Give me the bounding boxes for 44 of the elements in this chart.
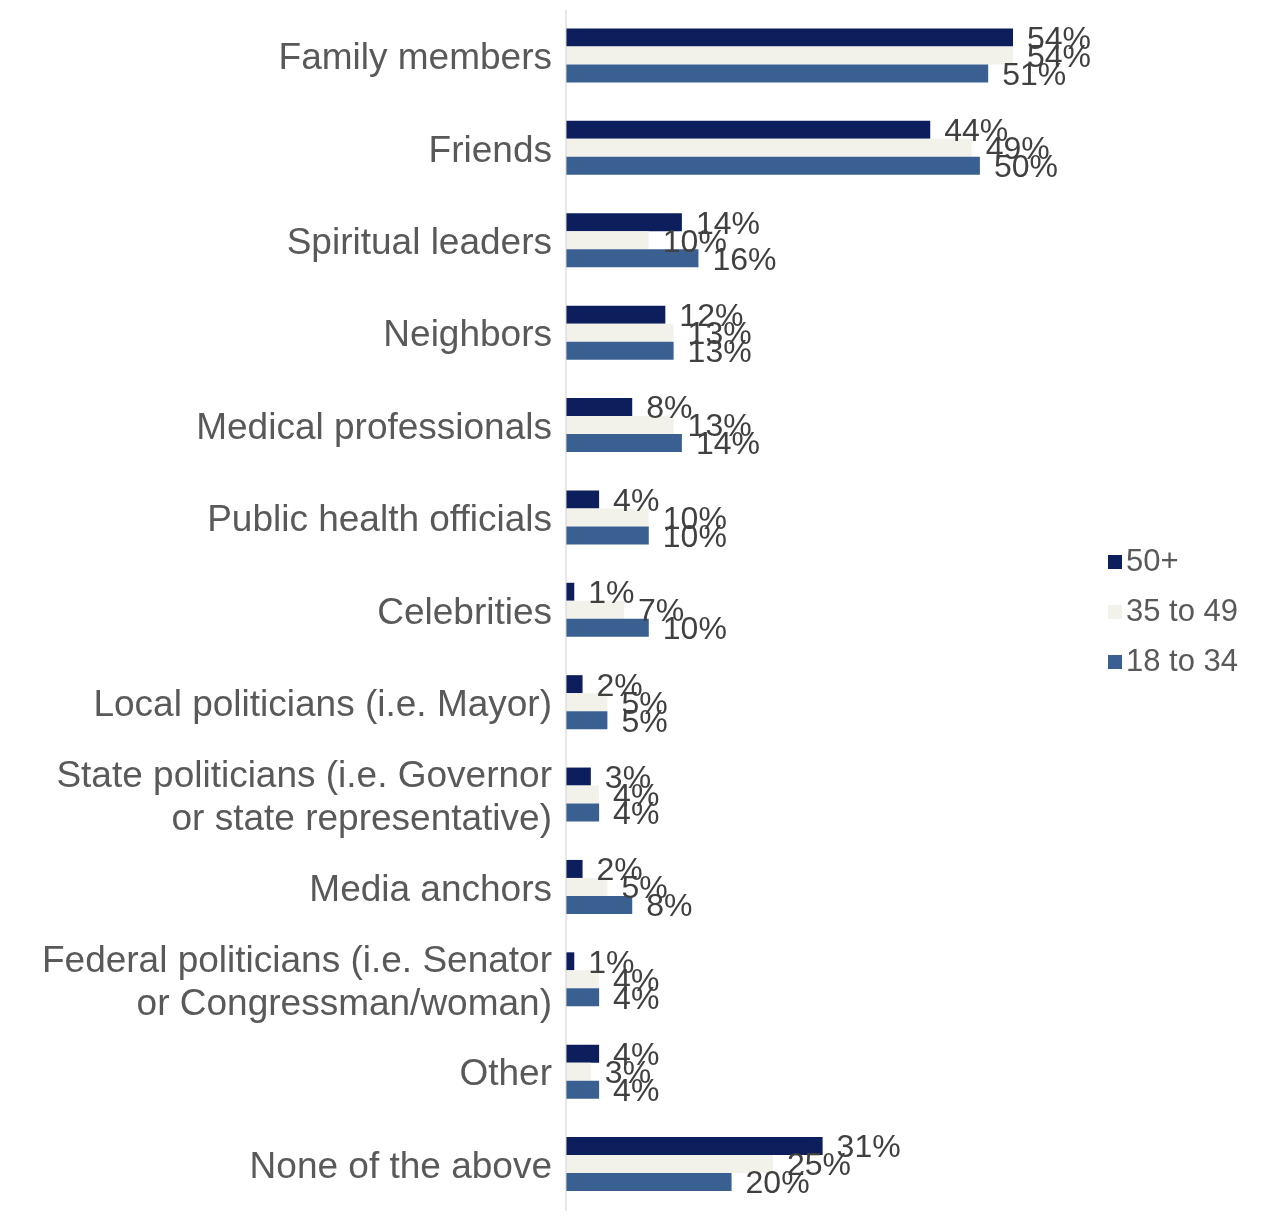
y-tick-label: None of the above <box>249 1144 552 1186</box>
y-tick-label: State politicians (i.e. Governor or state representative) <box>56 753 552 838</box>
y-tick-label: Federal politicians (i.e. Senator or Congressman/woman) <box>41 938 552 1023</box>
bar <box>566 305 666 324</box>
legend-label: 18 to 34 <box>1125 642 1238 678</box>
bar <box>566 1044 600 1063</box>
bar <box>566 988 600 1007</box>
y-tick-label: Media anchors <box>309 867 552 909</box>
bar <box>566 490 600 509</box>
bar <box>566 120 931 139</box>
bar <box>566 156 980 175</box>
y-tick-label: Family members <box>278 35 552 77</box>
legend-label: 35 to 49 <box>1125 592 1238 628</box>
bar <box>566 526 649 545</box>
bar <box>566 46 1014 65</box>
bar <box>566 785 600 804</box>
y-tick-label: Celebrities <box>377 590 552 631</box>
bar <box>566 859 583 878</box>
bar <box>566 416 674 435</box>
data-label: 4% <box>613 481 660 518</box>
y-tick-label: Local politicians (i.e. Mayor) <box>93 682 552 724</box>
bar <box>566 231 649 250</box>
bar <box>566 323 674 342</box>
bar <box>566 64 989 83</box>
bar <box>566 675 583 694</box>
bar <box>566 213 682 232</box>
y-tick-label: Friends <box>428 128 552 170</box>
bar <box>566 1173 732 1192</box>
bar <box>566 341 674 360</box>
bar <box>566 28 1014 47</box>
bar <box>566 434 682 453</box>
y-tick-label: Spiritual leaders <box>286 220 552 262</box>
y-tick-label: Other <box>459 1051 552 1093</box>
y-tick-label: Medical professionals <box>196 405 552 447</box>
bar <box>566 767 591 786</box>
y-tick-label: Neighbors <box>383 312 552 354</box>
bar <box>566 1062 591 1081</box>
bar <box>566 711 608 730</box>
y-tick-label: Public health officials <box>207 497 552 539</box>
data-label: 1% <box>588 574 635 611</box>
bar <box>566 398 633 417</box>
bar <box>566 1080 600 1099</box>
legend-label: 50+ <box>1125 542 1179 578</box>
bar <box>566 803 600 822</box>
